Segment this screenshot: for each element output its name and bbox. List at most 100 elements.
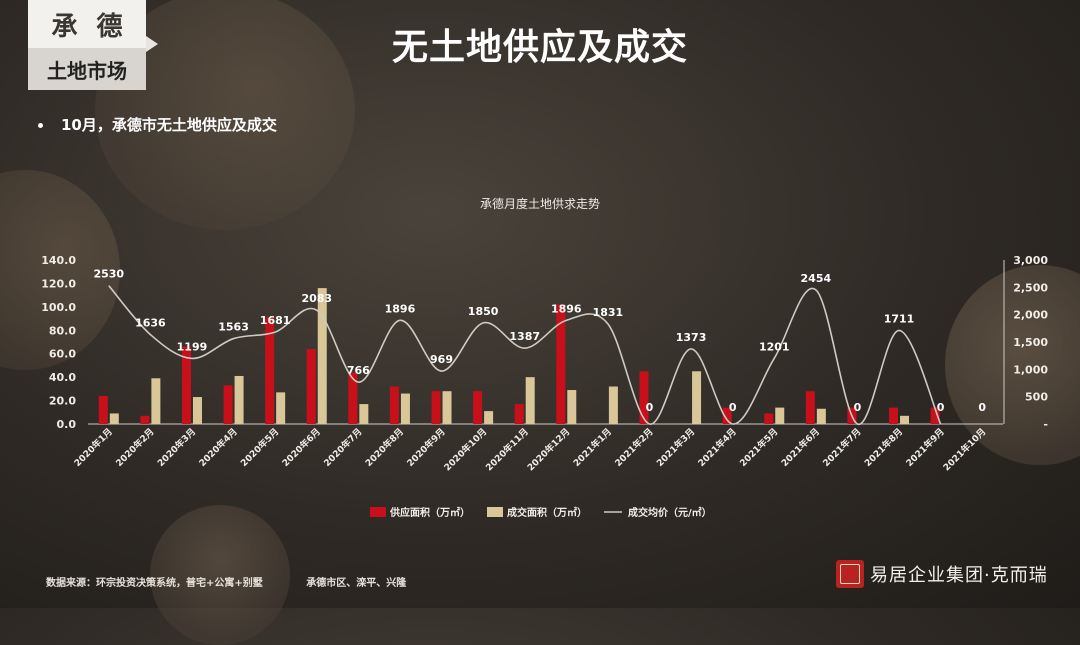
supply-bar (98, 395, 108, 424)
transaction-bar (192, 397, 202, 424)
tag-notch (146, 36, 158, 52)
transaction-bar (400, 393, 410, 424)
supply-bar (722, 407, 732, 424)
price-data-label: 2454 (801, 272, 832, 285)
transaction-bar (525, 377, 535, 424)
transaction-bar (608, 386, 618, 424)
data-source-text: 数据来源：环宗投资决策系统，普宅+公寓+别墅 (46, 578, 263, 589)
x-tick-label: 2021年6月 (779, 426, 822, 469)
supply-bar (265, 317, 275, 424)
supply-bar (556, 304, 566, 424)
y-left-tick-label: 140.0 (41, 254, 76, 267)
price-data-label: 2083 (301, 292, 332, 305)
y-right-tick-label: 1,500 (1013, 336, 1048, 349)
transaction-bar (900, 415, 910, 424)
subtitle-text: 10月，承德市无土地供应及成交 (61, 116, 277, 134)
price-data-label: 1711 (884, 312, 915, 325)
supply-bar (431, 391, 441, 424)
supply-bar (805, 391, 815, 424)
page-title: 无土地供应及成交 (391, 27, 688, 68)
price-data-label: 0 (854, 401, 862, 414)
price-data-label: 766 (347, 364, 370, 377)
x-tick-label: 2020年10月 (441, 426, 489, 474)
city-name: 承 德 (28, 0, 146, 48)
y-left-tick-label: 20.0 (49, 395, 76, 408)
x-tick-label: 2021年9月 (903, 426, 946, 469)
price-data-label: 0 (978, 401, 986, 414)
subtitle: 10月，承德市无土地供应及成交 (38, 114, 277, 135)
legend-label: 成交面积（万㎡） (507, 506, 587, 519)
x-tick-label: 2020年6月 (280, 426, 323, 469)
price-data-label: 0 (729, 401, 737, 414)
y-left-tick-label: 0.0 (57, 418, 77, 431)
transaction-bar (359, 404, 369, 424)
supply-bar (930, 407, 940, 424)
price-data-label: 2530 (93, 268, 124, 281)
price-data-label: 1387 (509, 330, 540, 343)
bullet-icon (38, 123, 43, 128)
supply-bar (223, 385, 233, 424)
y-left-tick-label: 60.0 (49, 348, 76, 361)
y-right-tick-label: 1,000 (1013, 363, 1048, 376)
price-data-label: 0 (937, 401, 945, 414)
x-tick-label: 2021年2月 (612, 426, 655, 469)
x-tick-label: 2020年12月 (525, 426, 573, 474)
x-tick-label: 2020年9月 (404, 426, 447, 469)
supply-bar (389, 386, 399, 424)
supply-bar (140, 415, 150, 424)
x-tick-label: 2020年5月 (238, 426, 281, 469)
x-tick-label: 2021年5月 (737, 426, 780, 469)
price-data-label: 1831 (593, 306, 624, 319)
price-data-label: 969 (430, 353, 453, 366)
transaction-bar (775, 407, 785, 424)
land-supply-chart: 承德月度土地供求走势 0.0 20.0 40.0 60.0 80.0 100.0 120.0 1… (41, 196, 1048, 519)
transaction-bar (234, 375, 244, 424)
city-char: 德 (96, 11, 123, 42)
y-right-tick-label: 500 (1025, 391, 1048, 404)
brand-name: 易居企业集团·克而瑞 (870, 565, 1048, 586)
x-tick-label: 2021年7月 (820, 426, 863, 469)
x-tick-label: 2021年4月 (695, 426, 738, 469)
x-tick-label: 2020年3月 (155, 426, 198, 469)
y-left-tick-label: 120.0 (41, 277, 76, 290)
data-source-area: 承德市区、滦平、兴隆 (306, 578, 407, 589)
section-tag: 承 德 土地市场 (28, 0, 158, 90)
x-tick-label: 2020年2月 (113, 426, 156, 469)
legend-swatch-transaction (487, 507, 503, 517)
supply-bar (889, 407, 899, 424)
data-source: 数据来源：环宗投资决策系统，普宅+公寓+别墅 承德市区、滦平、兴隆 (46, 574, 406, 589)
supply-bar (764, 413, 774, 424)
supply-bar (306, 349, 316, 424)
price-line (108, 285, 942, 425)
transaction-bar (317, 288, 327, 424)
y-right-tick-label: 2,000 (1013, 309, 1048, 322)
transaction-bar (276, 392, 286, 424)
x-tick-label: 2021年3月 (654, 426, 697, 469)
transaction-bar (484, 411, 494, 424)
y-left-tick-label: 80.0 (49, 324, 76, 337)
transaction-bar (151, 378, 161, 424)
x-tick-label: 2020年8月 (363, 426, 406, 469)
x-tick-label: 2021年10月 (941, 426, 989, 474)
x-tick-label: 2020年11月 (483, 426, 531, 474)
x-tick-label: 2020年1月 (72, 426, 115, 469)
brand-logo: 易居企业集团·克而瑞 (836, 560, 1048, 588)
x-tick-label: 2021年1月 (571, 426, 614, 469)
price-data-label: 1681 (260, 314, 291, 327)
supply-bar (473, 391, 483, 424)
supply-bar (514, 404, 524, 424)
legend-label: 供应面积（万㎡） (389, 506, 470, 519)
section-name: 土地市场 (28, 48, 146, 90)
transaction-bar (816, 408, 826, 424)
x-tick-label: 2020年7月 (321, 426, 364, 469)
y-right-tick-label: 2,500 (1013, 281, 1048, 294)
transaction-bar (442, 391, 452, 424)
price-data-label: 1373 (676, 331, 707, 344)
price-data-label: 0 (646, 401, 654, 414)
legend-swatch-supply (370, 507, 386, 517)
price-data-label: 1850 (468, 305, 499, 318)
price-data-label: 1199 (177, 340, 208, 353)
y-right-tick-label: 3,000 (1013, 254, 1048, 267)
x-tick-label: 2021年8月 (862, 426, 905, 469)
y-right-tick-label: - (1043, 418, 1048, 431)
